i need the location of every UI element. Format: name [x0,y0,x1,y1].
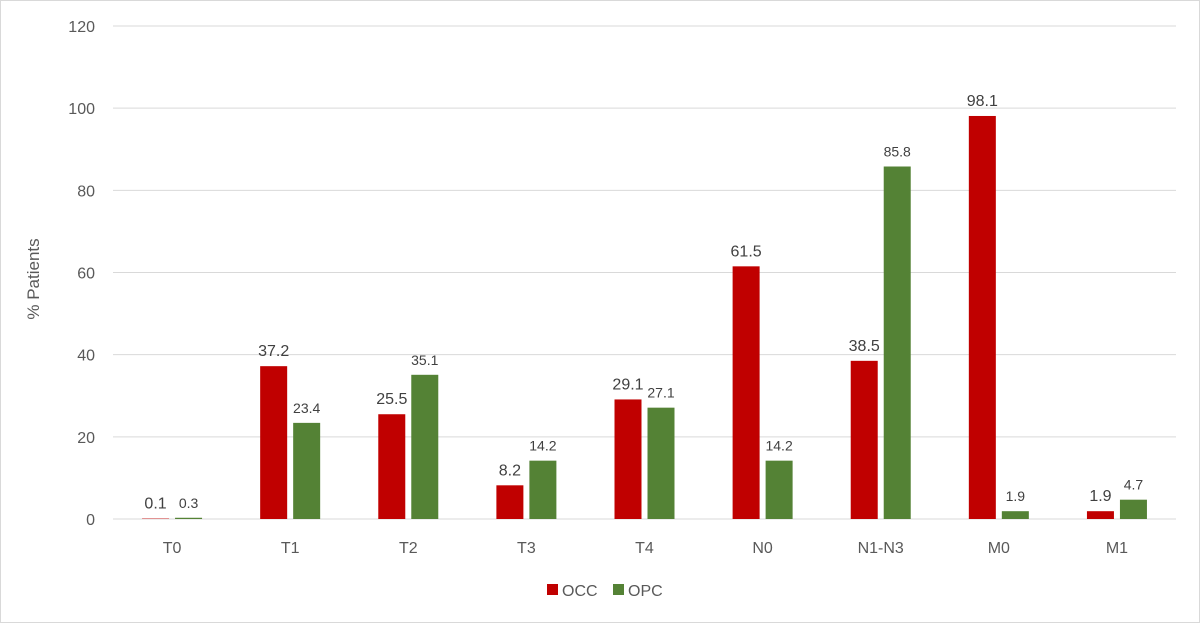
bar-occ [496,485,523,519]
x-tick-label: T3 [517,540,536,557]
bar-opc [1120,500,1147,519]
y-tick-label: 120 [68,19,95,36]
bar-occ [851,361,878,519]
y-tick-label: 40 [77,348,95,365]
legend: OCC OPC [547,583,663,600]
bar-occ [969,116,996,519]
y-axis-label: % Patients [24,238,43,319]
bar-opc [529,461,556,519]
bar-occ [378,414,405,519]
data-label-opc: 27.1 [647,385,674,401]
data-label-occ: 37.2 [258,343,289,360]
data-label-opc: 4.7 [1124,477,1144,493]
data-label-opc: 0.3 [179,495,199,511]
data-label-opc: 23.4 [293,400,320,416]
data-label-occ: 38.5 [849,338,880,355]
data-label-opc: 1.9 [1006,488,1026,504]
bar-opc [1002,511,1029,519]
y-tick-label: 0 [86,512,95,529]
data-label-opc: 14.2 [765,438,792,454]
legend-label-opc: OPC [628,583,663,600]
data-label-occ: 98.1 [967,93,998,110]
x-tick-label: T2 [399,540,418,557]
data-label-occ: 29.1 [612,376,643,393]
bar-occ [1087,511,1114,519]
x-axis-ticks: T0 T1 T2 T3 T4 N0 N1-N3 M0 M1 [163,540,1128,557]
x-tick-label: T0 [163,540,182,557]
data-label-occ: 61.5 [731,243,762,260]
bars [142,116,1147,519]
bar-opc [411,375,438,519]
bar-occ [615,399,642,519]
data-label-occ: 0.1 [144,496,166,513]
legend-swatch-opc [613,584,624,595]
x-tick-label: M1 [1106,540,1128,557]
x-tick-label: M0 [988,540,1010,557]
y-tick-label: 80 [77,183,95,200]
x-tick-label: N0 [752,540,773,557]
legend-label-occ: OCC [562,583,598,600]
data-label-occ: 1.9 [1089,488,1111,505]
data-label-opc: 85.8 [884,144,911,160]
data-label-opc: 35.1 [411,352,438,368]
bar-opc [175,518,202,519]
x-tick-label: T4 [635,540,654,557]
data-label-occ: 8.2 [499,462,521,479]
y-axis-ticks: 0 20 40 60 80 100 120 [68,19,95,529]
bar-opc [884,167,911,519]
bar-occ [733,266,760,519]
x-tick-label: T1 [281,540,300,557]
x-tick-label: N1-N3 [858,540,904,557]
y-tick-label: 60 [77,266,95,283]
y-tick-label: 20 [77,430,95,447]
bar-occ [260,366,287,519]
bar-opc [293,423,320,519]
legend-swatch-occ [547,584,558,595]
y-tick-label: 100 [68,101,95,118]
data-label-occ: 25.5 [376,391,407,408]
bar-opc [766,461,793,519]
data-label-opc: 14.2 [529,438,556,454]
bar-opc [648,408,675,519]
